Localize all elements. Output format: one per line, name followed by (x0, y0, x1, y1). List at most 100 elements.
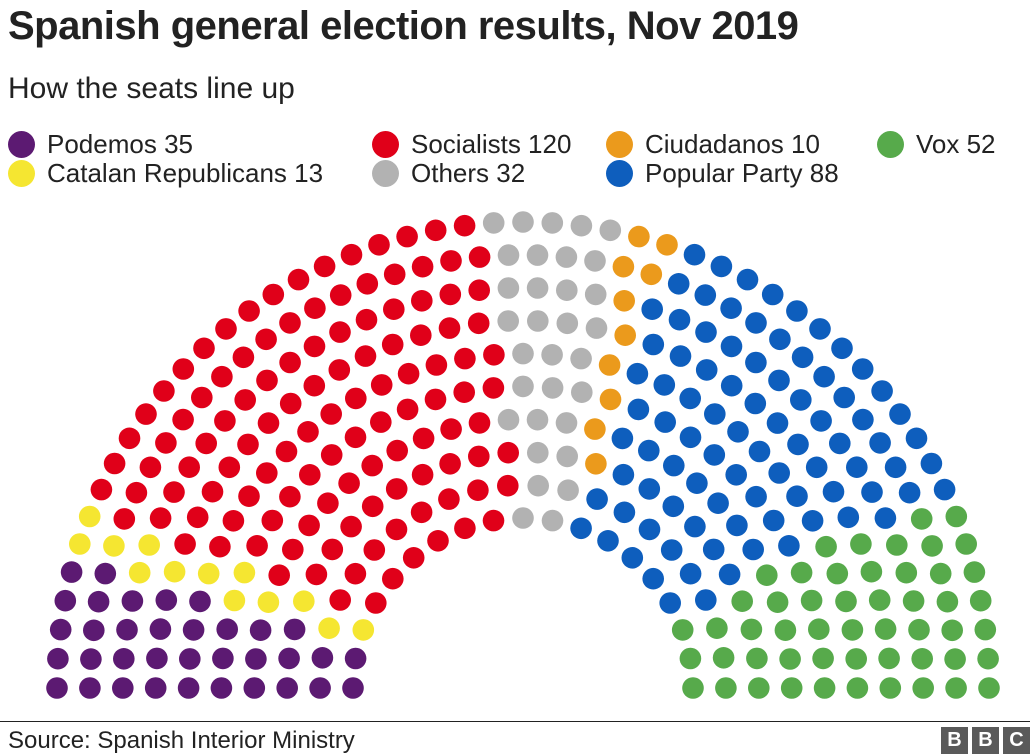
seat-popular-party (707, 492, 729, 514)
seat-catalan-republicans (103, 535, 125, 557)
seat-socialists (218, 456, 241, 479)
seat-vox (921, 535, 943, 557)
seat-socialists (440, 250, 462, 272)
seat-podemos (49, 618, 72, 641)
seat-popular-party (720, 335, 743, 358)
seat-socialists (329, 284, 352, 306)
seat-vox (963, 561, 986, 583)
seat-socialists (201, 480, 224, 503)
legend-swatch-others (372, 159, 399, 187)
seat-popular-party (621, 547, 644, 569)
seat-socialists (497, 474, 519, 497)
seat-socialists (279, 312, 301, 334)
seat-popular-party (791, 346, 814, 369)
seat-vox (731, 590, 753, 612)
seat-socialists (467, 312, 490, 335)
seat-popular-party (769, 328, 791, 351)
seat-popular-party (762, 509, 785, 532)
seat-popular-party (686, 472, 708, 495)
seat-others (497, 244, 520, 266)
seat-socialists (257, 412, 280, 434)
seat-others (571, 381, 593, 404)
seat-socialists (468, 445, 490, 468)
seat-popular-party (787, 433, 809, 456)
seat-socialists (383, 263, 406, 286)
seat-vox (955, 533, 977, 555)
seat-vox (813, 677, 836, 699)
seat-socialists (397, 362, 420, 385)
parliament-chart (46, 211, 1000, 699)
seat-popular-party (744, 392, 767, 415)
seat-podemos (83, 619, 105, 642)
legend-label-popular-party: Popular Party 88 (645, 158, 839, 188)
seat-socialists (275, 440, 298, 463)
seat-socialists (135, 403, 157, 425)
seat-others (512, 342, 534, 365)
seat-podemos (311, 647, 334, 669)
seat-socialists (153, 380, 175, 402)
seat-popular-party (831, 337, 853, 360)
seat-socialists (410, 501, 433, 524)
seat-socialists (279, 351, 301, 374)
seat-catalan-republicans (223, 589, 246, 612)
seat-podemos (146, 647, 168, 670)
seat-popular-party (898, 481, 921, 504)
seat-socialists (237, 433, 259, 456)
seat-socialists (453, 214, 476, 237)
seat-socialists (303, 335, 326, 358)
seat-popular-party (837, 506, 860, 529)
seat-socialists (468, 279, 491, 302)
seat-popular-party (710, 255, 733, 278)
seat-podemos (283, 618, 306, 641)
legend-swatch-ciudadanos (606, 130, 633, 158)
seat-catalan-republicans (233, 561, 256, 584)
seat-popular-party (597, 530, 619, 552)
seat-vox (812, 647, 834, 670)
seat-vox (902, 590, 925, 612)
seat-popular-party (642, 333, 665, 356)
seat-socialists (424, 388, 447, 411)
legend: Podemos 35 Socialists 120 Ciudadanos 10 … (0, 0, 1030, 200)
seat-popular-party (833, 386, 855, 409)
seat-podemos (278, 647, 300, 670)
seat-socialists (255, 462, 278, 484)
seat-others (557, 479, 579, 502)
seat-socialists (468, 246, 491, 268)
seat-popular-party (920, 452, 943, 475)
seat-podemos (94, 562, 117, 585)
seat-popular-party (801, 510, 824, 532)
seat-vox (878, 647, 900, 670)
seat-popular-party (745, 485, 767, 508)
seat-socialists (411, 463, 434, 486)
seat-vox (977, 647, 999, 670)
seat-popular-party (809, 318, 831, 340)
seat-popular-party (905, 427, 928, 450)
seat-podemos (245, 648, 267, 670)
legend-item-socialists: Socialists 120 (372, 129, 571, 159)
source-note: Source: Spanish Interior Ministry (8, 727, 355, 754)
seat-socialists (329, 589, 352, 611)
seat-popular-party (852, 408, 874, 431)
seat-others (585, 317, 608, 339)
seat-podemos (210, 677, 233, 699)
seat-socialists (238, 485, 260, 508)
seat-socialists (261, 509, 284, 532)
seat-others (497, 310, 519, 332)
seat-socialists (255, 328, 277, 351)
seat-popular-party (641, 298, 663, 321)
seat-popular-party (889, 403, 911, 425)
seat-ciudadanos (598, 354, 621, 376)
seat-others (556, 279, 578, 302)
seat-others (599, 219, 622, 242)
seat-socialists (361, 495, 384, 518)
legend-label-others: Others 32 (411, 158, 526, 188)
seat-vox (740, 618, 763, 641)
seat-popular-party (874, 507, 897, 529)
seat-others (527, 474, 549, 497)
seat-others (497, 408, 520, 431)
seat-others (570, 347, 592, 370)
seat-vox (815, 535, 837, 558)
seat-vox (748, 677, 770, 699)
seat-popular-party (654, 411, 676, 433)
seat-socialists (113, 508, 136, 530)
